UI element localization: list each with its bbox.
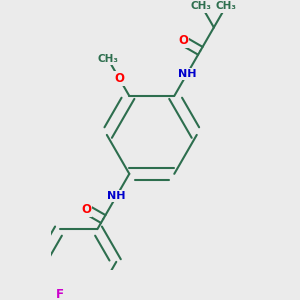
Text: NH: NH <box>178 69 196 79</box>
Text: O: O <box>114 72 124 85</box>
Text: F: F <box>56 288 64 300</box>
Text: O: O <box>81 202 91 216</box>
Text: NH: NH <box>107 190 126 201</box>
Text: CH₃: CH₃ <box>191 1 212 10</box>
Text: CH₃: CH₃ <box>216 1 237 10</box>
Text: O: O <box>178 34 188 47</box>
Text: CH₃: CH₃ <box>98 54 119 64</box>
